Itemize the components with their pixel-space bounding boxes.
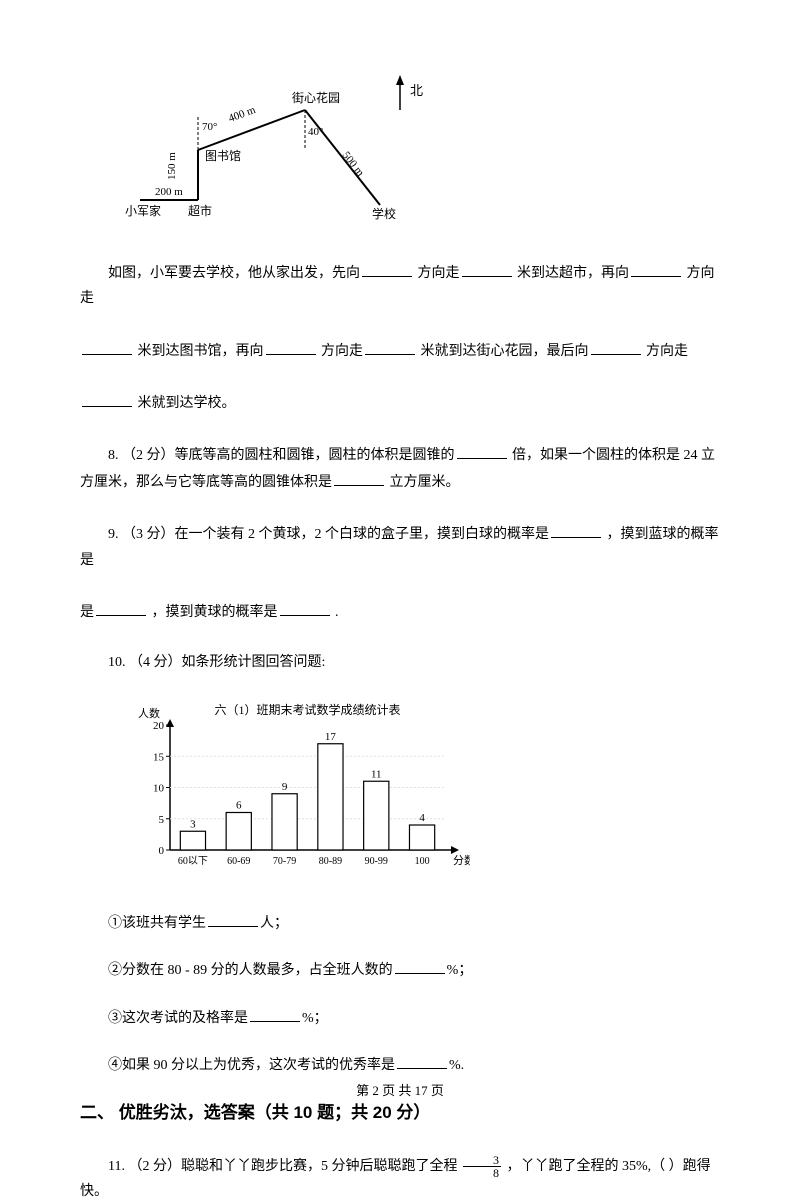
- question-9-2: ，摸到蓝球的概率是 是 ，摸到黄球的概率是 .: [80, 598, 720, 625]
- svg-text:15: 15: [153, 751, 165, 763]
- question-10: 10. （4 分）如条形统计图回答问题:: [80, 650, 720, 675]
- svg-text:小军家: 小军家: [125, 203, 161, 218]
- blank: [362, 259, 412, 277]
- q10-sub4: ④如果 90 分以上为优秀，这次考试的优秀率是%.: [80, 1051, 720, 1078]
- q8-suffix: 立方厘米。: [390, 475, 460, 490]
- blank: [82, 337, 132, 355]
- svg-text:6: 6: [236, 800, 242, 812]
- q7-l2a: 米到达图书馆，再向: [138, 344, 264, 359]
- blank: [551, 520, 601, 538]
- svg-text:分数: 分数: [453, 854, 470, 867]
- svg-text:9: 9: [282, 781, 288, 793]
- svg-text:街心花园: 街心花园: [292, 90, 340, 105]
- blank: [250, 1004, 300, 1022]
- svg-text:200 m: 200 m: [155, 186, 183, 198]
- blank: [208, 909, 258, 927]
- svg-text:图书馆: 图书馆: [205, 148, 241, 163]
- q10-text: 10. （4 分）如条形统计图回答问题:: [108, 655, 325, 670]
- svg-text:17: 17: [325, 731, 337, 743]
- page-footer: 第 2 页 共 17 页: [0, 1079, 800, 1102]
- svg-text:60-69: 60-69: [227, 856, 250, 867]
- map-diagram: 北 200 m 小军家 超市 150 m 图书馆 70° 400 m 街心花园 …: [120, 60, 720, 229]
- svg-text:人数: 人数: [138, 707, 160, 720]
- blank: [591, 337, 641, 355]
- svg-text:0: 0: [159, 845, 165, 857]
- blank: [631, 259, 681, 277]
- question-7-text: 如图，小军要去学校，他从家出发，先向 方向走 米到达超市，再向 方向走: [80, 259, 720, 311]
- svg-text:100: 100: [415, 856, 430, 867]
- q11-prefix: 11. （2 分）聪聪和丫丫跑步比赛，5 分钟后聪聪跑了全程: [108, 1159, 457, 1174]
- svg-text:400 m: 400 m: [227, 104, 258, 125]
- svg-text:80-89: 80-89: [319, 856, 342, 867]
- q9-prefix: 9. （3 分）在一个装有 2 个黄球，2 个白球的盒子里，摸到白球的概率是: [108, 527, 549, 542]
- question-7-text-3: 米就到达学校。: [80, 389, 720, 416]
- blank: [397, 1051, 447, 1069]
- blank: [96, 598, 146, 616]
- blank: [334, 468, 384, 486]
- q7-l1b: 方向走: [418, 266, 460, 281]
- q10-sub1: ①该班共有学生人；: [80, 909, 720, 936]
- svg-text:3: 3: [190, 818, 196, 830]
- q7-l3a: 米就到达学校。: [138, 396, 236, 411]
- svg-text:超市: 超市: [188, 203, 212, 218]
- svg-text:北: 北: [410, 83, 423, 98]
- q9-mid2: ，摸到黄球的概率是: [152, 605, 278, 620]
- q7-l1c: 米到达超市，再向: [517, 266, 629, 281]
- q10-sub3: ③这次考试的及格率是%；: [80, 1004, 720, 1031]
- svg-text:4: 4: [419, 812, 425, 824]
- svg-text:90-99: 90-99: [365, 856, 388, 867]
- q7-l2d: 方向走: [646, 344, 688, 359]
- q10-sub2: ②分数在 80 - 89 分的人数最多，占全班人数的%；: [80, 956, 720, 983]
- blank: [82, 389, 132, 407]
- svg-text:70-79: 70-79: [273, 856, 296, 867]
- bar-chart: 六（1）班期末考试数学成绩统计表 人数 0 5 10 15 20 3 60以下 6 60-69 9 70…: [130, 700, 720, 889]
- svg-text:500 m: 500 m: [340, 149, 367, 179]
- blank: [280, 598, 330, 616]
- svg-text:60以下: 60以下: [178, 856, 208, 867]
- q7-l2b: 方向走: [321, 344, 363, 359]
- svg-text:11: 11: [371, 768, 382, 780]
- svg-text:150 m: 150 m: [166, 152, 178, 180]
- q7-l1a: 如图，小军要去学校，他从家出发，先向: [108, 266, 360, 281]
- blank: [365, 337, 415, 355]
- blank: [462, 259, 512, 277]
- svg-text:5: 5: [159, 814, 165, 826]
- blank: [457, 441, 507, 459]
- svg-text:70°: 70°: [202, 121, 217, 133]
- question-8: 8. （2 分）等底等高的圆柱和圆锥，圆柱的体积是圆锥的 倍，如果一个圆柱的体积…: [80, 441, 720, 495]
- q8-prefix: 8. （2 分）等底等高的圆柱和圆锥，圆柱的体积是圆锥的: [108, 448, 455, 463]
- q9-suffix: .: [335, 605, 339, 620]
- svg-text:学校: 学校: [372, 206, 396, 220]
- question-11: 11. （2 分）聪聪和丫丫跑步比赛，5 分钟后聪聪跑了全程 3 8 ，丫丫跑了…: [80, 1154, 720, 1204]
- blank: [395, 956, 445, 974]
- blank: [266, 337, 316, 355]
- svg-text:20: 20: [153, 720, 165, 732]
- svg-text:10: 10: [153, 783, 165, 795]
- question-7-text-2: 米到达图书馆，再向 方向走 米就到达街心花园，最后向 方向走: [80, 337, 720, 364]
- section-2-heading: 二、 优胜劣汰，选答案（共 10 题；共 20 分）: [80, 1098, 720, 1129]
- fraction-icon: 3 8: [463, 1154, 501, 1179]
- question-9: 9. （3 分）在一个装有 2 个黄球，2 个白球的盒子里，摸到白球的概率是 ，…: [80, 520, 720, 572]
- q9-cont: 是: [80, 605, 94, 620]
- svg-text:六（1）班期末考试数学成绩统计表: 六（1）班期末考试数学成绩统计表: [214, 702, 400, 717]
- q7-l2c: 米就到达街心花园，最后向: [421, 344, 589, 359]
